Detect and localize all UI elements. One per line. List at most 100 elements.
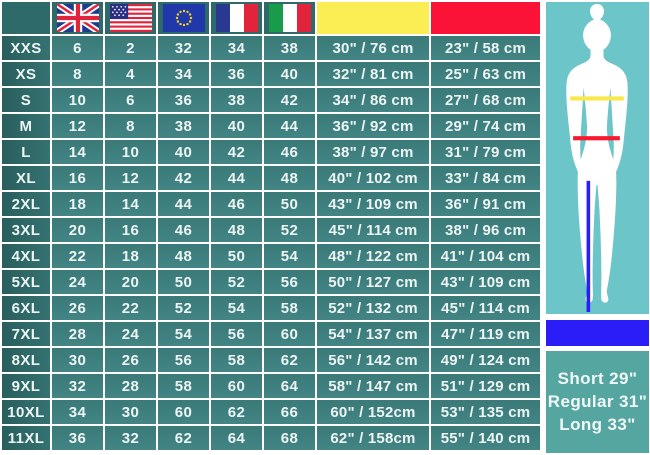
size-value-cell-bust: 43" / 109 cm	[317, 192, 429, 216]
size-value-cell-bust: 34" / 86 cm	[317, 88, 429, 112]
size-value-cell-it: 68	[264, 426, 315, 450]
size-value-cell-bust: 38" / 97 cm	[317, 140, 429, 164]
us-flag-icon	[109, 4, 152, 32]
size-value-cell-uk: 18	[52, 192, 103, 216]
size-label-cell: L	[2, 140, 50, 164]
size-value-cell-fr: 48	[211, 218, 262, 242]
size-value-cell-bust: 32" / 81 cm	[317, 62, 429, 86]
size-label-cell: 11XL	[2, 426, 50, 450]
size-value-cell-eu: 36	[158, 88, 209, 112]
size-value-cell-us: 26	[105, 348, 156, 372]
size-value-cell-uk: 12	[52, 114, 103, 138]
size-value-cell-waist: 25" / 63 cm	[431, 62, 540, 86]
size-value-cell-waist: 23" / 58 cm	[431, 36, 540, 60]
size-value-cell-us: 12	[105, 166, 156, 190]
length-options-panel: Short 29" Regular 31" Long 33"	[546, 351, 649, 453]
size-value-cell-it: 54	[264, 244, 315, 268]
size-value-cell-uk: 16	[52, 166, 103, 190]
size-value-cell-eu: 46	[158, 218, 209, 242]
size-value-cell-fr: 64	[211, 426, 262, 450]
size-value-cell-eu: 44	[158, 192, 209, 216]
france-flag-icon	[215, 4, 258, 32]
size-value-cell-eu: 40	[158, 140, 209, 164]
size-value-cell-fr: 44	[211, 166, 262, 190]
size-value-cell-bust: 54" / 137 cm	[317, 322, 429, 346]
size-value-cell-eu: 48	[158, 244, 209, 268]
size-value-cell-waist: 36" / 91 cm	[431, 192, 540, 216]
size-value-cell-uk: 32	[52, 374, 103, 398]
size-value-cell-uk: 26	[52, 296, 103, 320]
size-value-cell-us: 4	[105, 62, 156, 86]
size-value-cell-waist: 53" / 135 cm	[431, 400, 540, 424]
size-value-cell-uk: 24	[52, 270, 103, 294]
size-value-cell-bust: 40" / 102 cm	[317, 166, 429, 190]
size-value-cell-waist: 49" / 124 cm	[431, 348, 540, 372]
france-column-header	[211, 2, 262, 34]
size-value-cell-bust: 50" / 127 cm	[317, 270, 429, 294]
size-value-cell-us: 28	[105, 374, 156, 398]
size-value-cell-eu: 38	[158, 114, 209, 138]
size-value-cell-eu: 42	[158, 166, 209, 190]
size-label-cell: M	[2, 114, 50, 138]
inseam-measure-line	[586, 180, 591, 313]
size-label-cell: 5XL	[2, 270, 50, 294]
female-silhouette-icon	[566, 3, 628, 313]
size-value-cell-waist: 47" / 119 cm	[431, 322, 540, 346]
size-value-cell-us: 6	[105, 88, 156, 112]
size-label-cell: 7XL	[2, 322, 50, 346]
size-value-cell-waist: 55" / 140 cm	[431, 426, 540, 450]
size-label-cell: 10XL	[2, 400, 50, 424]
size-value-cell-eu: 60	[158, 400, 209, 424]
size-value-cell-eu: 54	[158, 322, 209, 346]
size-value-cell-it: 60	[264, 322, 315, 346]
size-value-cell-fr: 56	[211, 322, 262, 346]
size-value-cell-it: 50	[264, 192, 315, 216]
size-value-cell-us: 16	[105, 218, 156, 242]
size-value-cell-bust: 62" / 158cm	[317, 426, 429, 450]
size-value-cell-it: 40	[264, 62, 315, 86]
size-value-cell-uk: 22	[52, 244, 103, 268]
size-value-cell-fr: 62	[211, 400, 262, 424]
size-value-cell-uk: 14	[52, 140, 103, 164]
waist-measure-line	[573, 136, 620, 141]
size-value-cell-uk: 8	[52, 62, 103, 86]
size-value-cell-waist: 27" / 68 cm	[431, 88, 540, 112]
size-value-cell-fr: 34	[211, 36, 262, 60]
size-value-cell-eu: 62	[158, 426, 209, 450]
uk-flag-icon	[56, 4, 99, 32]
size-value-cell-fr: 50	[211, 244, 262, 268]
bust-measure-line	[570, 96, 624, 101]
body-figure-panel	[546, 2, 649, 314]
size-value-cell-it: 38	[264, 36, 315, 60]
uk-column-header	[52, 2, 103, 34]
size-value-cell-fr: 42	[211, 140, 262, 164]
length-option-short: Short 29"	[557, 369, 638, 388]
size-value-cell-uk: 20	[52, 218, 103, 242]
size-value-cell-it: 62	[264, 348, 315, 372]
size-value-cell-fr: 46	[211, 192, 262, 216]
size-value-cell-us: 18	[105, 244, 156, 268]
size-label-cell: 6XL	[2, 296, 50, 320]
size-value-cell-bust: 36" / 92 cm	[317, 114, 429, 138]
italy-column-header	[264, 2, 315, 34]
size-label-cell: 3XL	[2, 218, 50, 242]
waist-column-header	[431, 2, 540, 34]
size-value-cell-fr: 52	[211, 270, 262, 294]
eu-column-header	[158, 2, 209, 34]
size-value-cell-fr: 40	[211, 114, 262, 138]
size-label-cell: 8XL	[2, 348, 50, 372]
size-value-cell-eu: 56	[158, 348, 209, 372]
size-value-cell-it: 52	[264, 218, 315, 242]
size-value-cell-waist: 38" / 96 cm	[431, 218, 540, 242]
measurement-guide-panel: Short 29" Regular 31" Long 33"	[546, 2, 649, 453]
size-value-cell-uk: 28	[52, 322, 103, 346]
size-value-cell-uk: 30	[52, 348, 103, 372]
inseam-legend-bar	[546, 320, 649, 346]
size-value-cell-us: 32	[105, 426, 156, 450]
size-value-cell-us: 20	[105, 270, 156, 294]
size-value-cell-waist: 33" / 84 cm	[431, 166, 540, 190]
size-value-cell-us: 2	[105, 36, 156, 60]
size-value-cell-bust: 52" / 132 cm	[317, 296, 429, 320]
size-value-cell-uk: 6	[52, 36, 103, 60]
